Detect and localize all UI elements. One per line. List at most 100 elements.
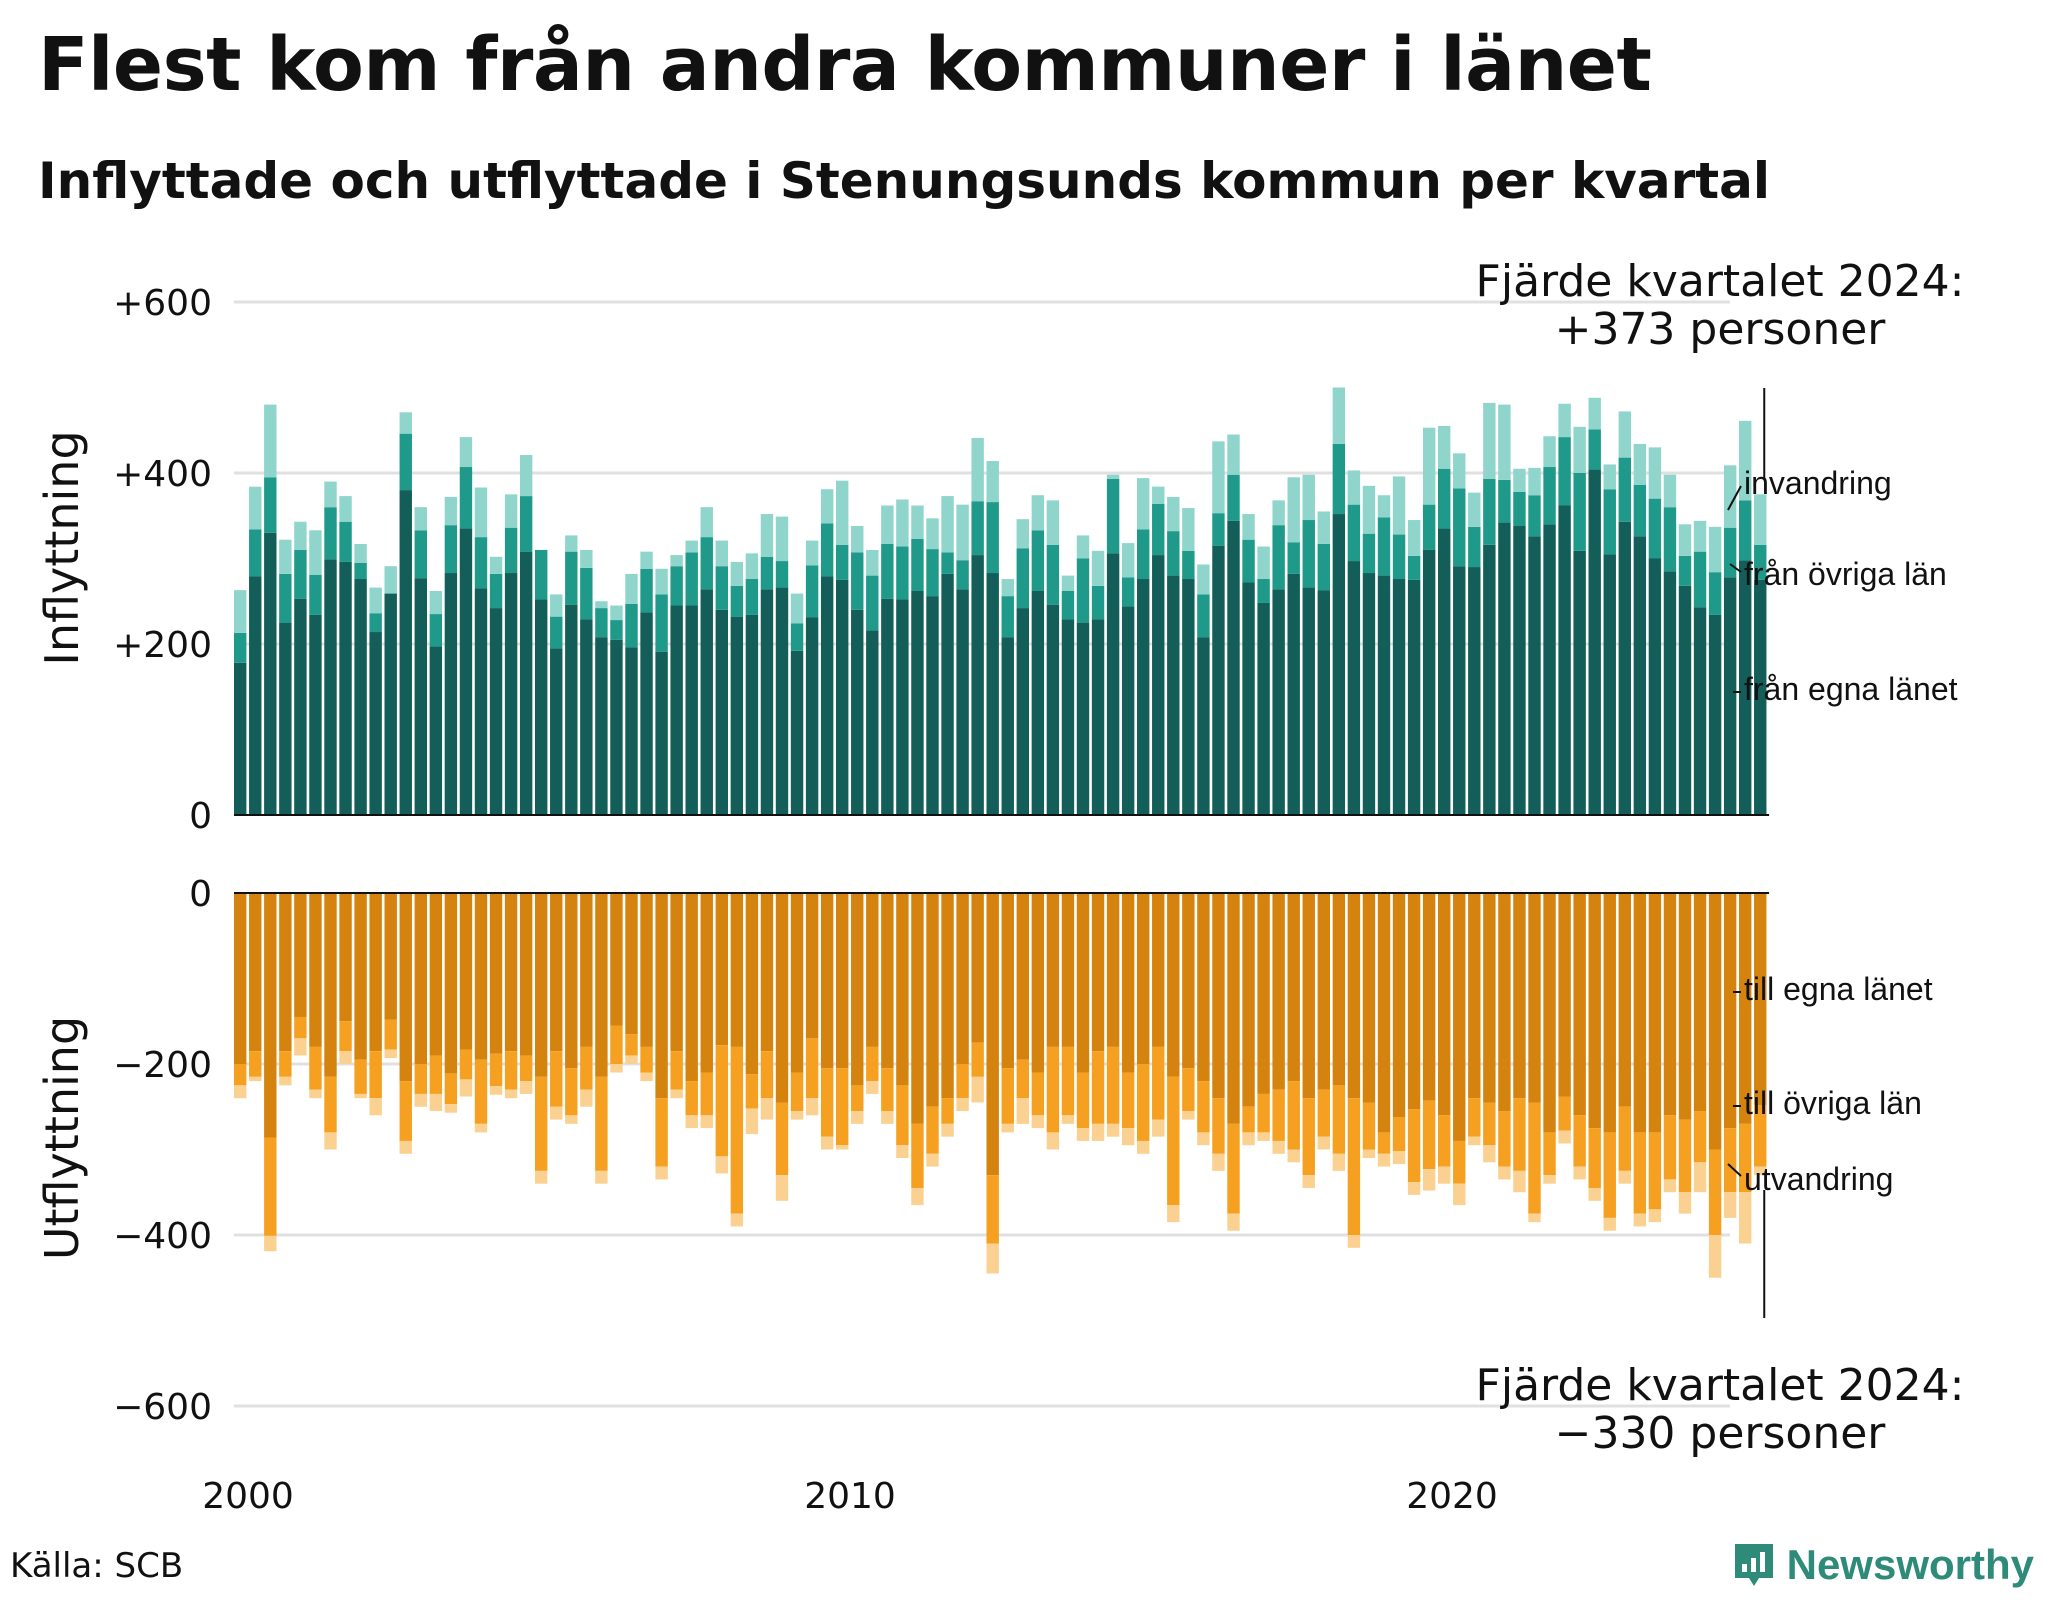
bar-inflow-2 <box>1754 494 1767 545</box>
bar-outflow-2 <box>1723 1192 1737 1218</box>
bar-outflow-0 <box>1046 893 1060 1047</box>
bar-outflow-2 <box>1121 1128 1135 1146</box>
bar-inflow-0 <box>1287 573 1300 815</box>
bar-inflow-0 <box>1212 545 1225 815</box>
bar-inflow-0 <box>700 589 713 815</box>
bar-outflow-0 <box>775 893 789 1103</box>
bar-outflow-1 <box>775 1102 789 1176</box>
bar-inflow-0 <box>1468 567 1481 815</box>
bar-inflow-2 <box>294 521 307 550</box>
bar-outflow-1 <box>1588 1128 1601 1188</box>
bar-inflow-1 <box>1754 544 1767 580</box>
bar-inflow-0 <box>369 632 382 815</box>
bar-outflow-2 <box>670 1089 683 1099</box>
bar-outflow-1 <box>444 1073 458 1105</box>
bar-outflow-2 <box>1528 1213 1541 1223</box>
bar-inflow-2 <box>986 461 999 503</box>
bar-inflow-0 <box>1723 577 1737 815</box>
bar-inflow-1 <box>1227 474 1240 521</box>
bar-inflow-2 <box>595 601 608 609</box>
bar-outflow-1 <box>550 1051 563 1107</box>
bar-outflow-0 <box>1754 893 1767 1106</box>
bar-outflow-0 <box>399 893 412 1082</box>
bar-outflow-2 <box>836 1145 849 1150</box>
bar-inflow-2 <box>1061 575 1075 591</box>
bar-outflow-1 <box>760 1051 774 1099</box>
bar-outflow-0 <box>971 893 984 1043</box>
bar-outflow-1 <box>1468 1098 1481 1137</box>
bar-inflow-1 <box>896 546 909 600</box>
bar-inflow-2 <box>1708 526 1722 573</box>
bar-outflow-1 <box>1754 1105 1767 1167</box>
bar-outflow-1 <box>264 1137 277 1236</box>
bar-inflow-1 <box>565 551 578 605</box>
bar-inflow-0 <box>1091 619 1105 815</box>
bar-inflow-2 <box>1272 500 1285 526</box>
bar-outflow-0 <box>1031 893 1045 1073</box>
bar-inflow-1 <box>249 529 262 577</box>
bar-outflow-1 <box>1182 1068 1195 1112</box>
bar-inflow-1 <box>595 608 608 638</box>
bar-outflow-0 <box>1091 893 1105 1052</box>
bar-outflow-1 <box>309 1046 322 1090</box>
bar-outflow-1 <box>1543 1132 1556 1176</box>
bar-inflow-1 <box>685 552 698 606</box>
x-tick: 2010 <box>804 1476 896 1517</box>
bar-inflow-1 <box>1137 529 1150 580</box>
bar-inflow-0 <box>309 614 322 815</box>
bar-inflow-0 <box>1498 522 1511 815</box>
bar-inflow-2 <box>550 594 563 617</box>
bar-inflow-2 <box>1618 411 1631 458</box>
bar-inflow-1 <box>1182 550 1195 580</box>
bar-inflow-2 <box>474 487 488 538</box>
bar-inflow-0 <box>1558 505 1571 815</box>
bar-inflow-1 <box>1031 530 1045 591</box>
bar-outflow-0 <box>565 893 578 1069</box>
bar-outflow-0 <box>1152 893 1165 1047</box>
bar-outflow-0 <box>1573 893 1586 1116</box>
bar-outflow-0 <box>655 893 668 1099</box>
bar-outflow-1 <box>1723 1128 1737 1193</box>
bar-outflow-2 <box>1663 1179 1677 1193</box>
bar-outflow-0 <box>580 893 593 1047</box>
bar-outflow-1 <box>1347 1098 1361 1235</box>
bar-inflow-2 <box>881 505 894 544</box>
bar-outflow-1 <box>1001 1068 1014 1124</box>
bar-inflow-2 <box>1468 492 1481 527</box>
bar-outflow-2 <box>595 1170 608 1184</box>
bar-outflow-0 <box>414 893 427 1064</box>
bar-inflow-1 <box>640 568 653 613</box>
bar-inflow-2 <box>1663 474 1677 508</box>
bar-outflow-0 <box>489 893 503 1054</box>
bar-outflow-1 <box>685 1081 698 1116</box>
bar-inflow-0 <box>1182 579 1195 815</box>
bar-outflow-2 <box>474 1123 488 1133</box>
bar-inflow-1 <box>1633 484 1647 537</box>
bar-outflow-1 <box>1137 1064 1150 1141</box>
bar-inflow-0 <box>1392 579 1406 815</box>
bar-outflow-2 <box>1031 1115 1045 1129</box>
bar-inflow-2 <box>1031 495 1045 531</box>
bar-outflow-2 <box>1362 1149 1376 1159</box>
bar-inflow-0 <box>519 551 533 815</box>
bar-inflow-2 <box>1167 496 1180 532</box>
bar-outflow-2 <box>429 1093 443 1112</box>
bar-outflow-2 <box>1287 1149 1300 1163</box>
bar-outflow-0 <box>1513 893 1526 1099</box>
bar-inflow-0 <box>234 662 247 815</box>
bar-inflow-0 <box>354 579 367 815</box>
bar-inflow-0 <box>1347 561 1361 815</box>
y-tick-bottom: −600 <box>113 1387 212 1428</box>
bar-inflow-2 <box>444 496 458 526</box>
bar-inflow-0 <box>504 573 518 815</box>
bar-inflow-0 <box>384 593 397 815</box>
bar-inflow-1 <box>911 538 924 591</box>
bar-inflow-0 <box>625 647 638 815</box>
newsworthy-logo[interactable]: Newsworthy <box>1731 1540 2034 1590</box>
bar-inflow-0 <box>1031 590 1045 815</box>
bar-inflow-0 <box>1317 590 1330 815</box>
bar-inflow-2 <box>1558 403 1571 438</box>
bar-outflow-2 <box>1076 1128 1090 1141</box>
bar-inflow-2 <box>836 480 849 545</box>
bar-outflow-1 <box>519 1055 533 1082</box>
